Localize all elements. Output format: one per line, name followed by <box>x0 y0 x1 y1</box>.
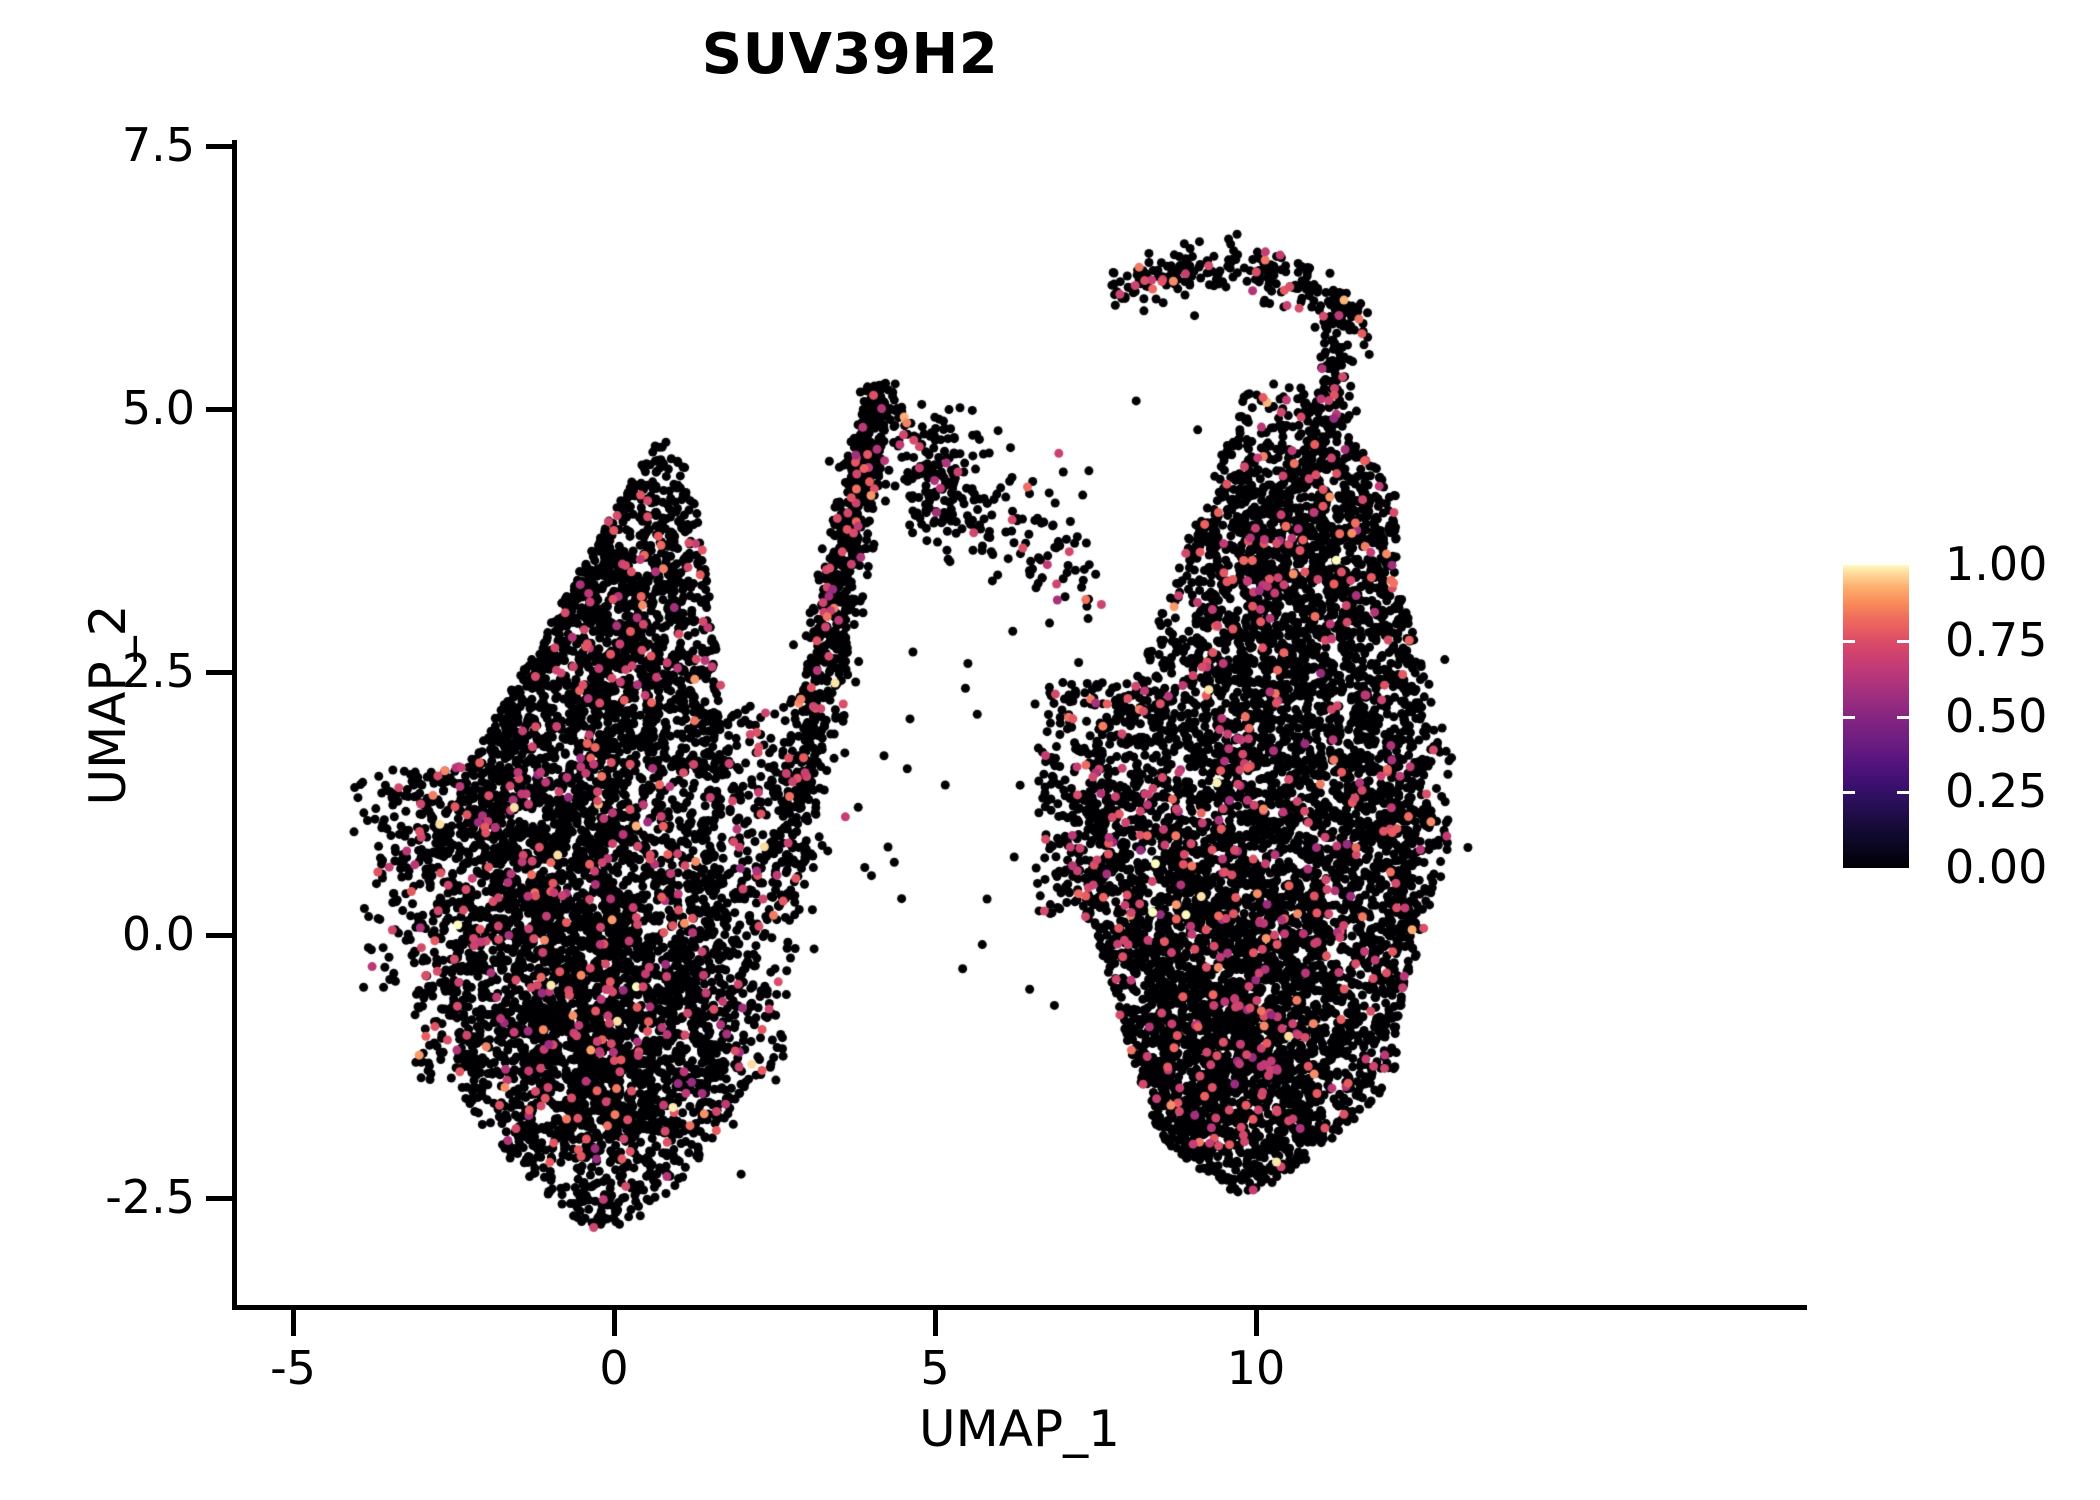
colorbar-tick-label: 0.00 <box>1945 840 2048 894</box>
colorbar-tick <box>1843 639 1855 643</box>
x-axis-tick <box>933 1310 938 1336</box>
x-axis-label: UMAP_1 <box>919 1400 1120 1458</box>
y-axis-tick <box>206 144 232 149</box>
y-axis-tick <box>206 933 232 938</box>
x-axis-tick-label: 10 <box>1226 1341 1286 1395</box>
x-axis-tick-label: -5 <box>270 1341 316 1395</box>
colorbar-tick-label: 0.25 <box>1945 764 2048 819</box>
colorbar-tick <box>1897 639 1909 643</box>
scatter-plot-canvas <box>232 95 1810 1310</box>
y-axis-line <box>232 140 237 1310</box>
colorbar-tick <box>1843 791 1855 795</box>
colorbar-legend: 1.00 0.75 0.50 0.25 0.00 <box>1843 541 2093 890</box>
y-axis-tick <box>206 670 232 675</box>
x-axis-line <box>232 1305 1807 1310</box>
colorbar-tick <box>1897 715 1909 719</box>
y-axis-label: UMAP_2 <box>79 604 137 806</box>
y-axis-tick-label: 5.0 <box>121 381 195 435</box>
colorbar-tick <box>1897 791 1909 795</box>
x-axis-tick-label: 0 <box>599 1341 629 1395</box>
x-axis-tick-label: 5 <box>920 1341 950 1395</box>
colorbar-tick-label: 0.75 <box>1945 612 2048 667</box>
colorbar-tick-label: 0.50 <box>1945 688 2048 743</box>
x-axis-tick <box>612 1310 617 1336</box>
y-axis-tick <box>206 407 232 412</box>
page-title: SUV39H2 <box>701 22 999 87</box>
y-axis-tick <box>206 1196 232 1201</box>
y-axis-tick-label: 7.5 <box>121 118 195 172</box>
y-axis-tick-label: 0.0 <box>121 907 195 961</box>
y-axis-tick-label: -2.5 <box>105 1170 195 1224</box>
x-axis-tick <box>291 1310 296 1336</box>
x-axis-tick <box>1254 1310 1259 1336</box>
y-axis-tick-label: 2.5 <box>121 644 195 698</box>
colorbar-tick <box>1843 715 1855 719</box>
colorbar-tick-label: 1.00 <box>1945 537 2048 591</box>
